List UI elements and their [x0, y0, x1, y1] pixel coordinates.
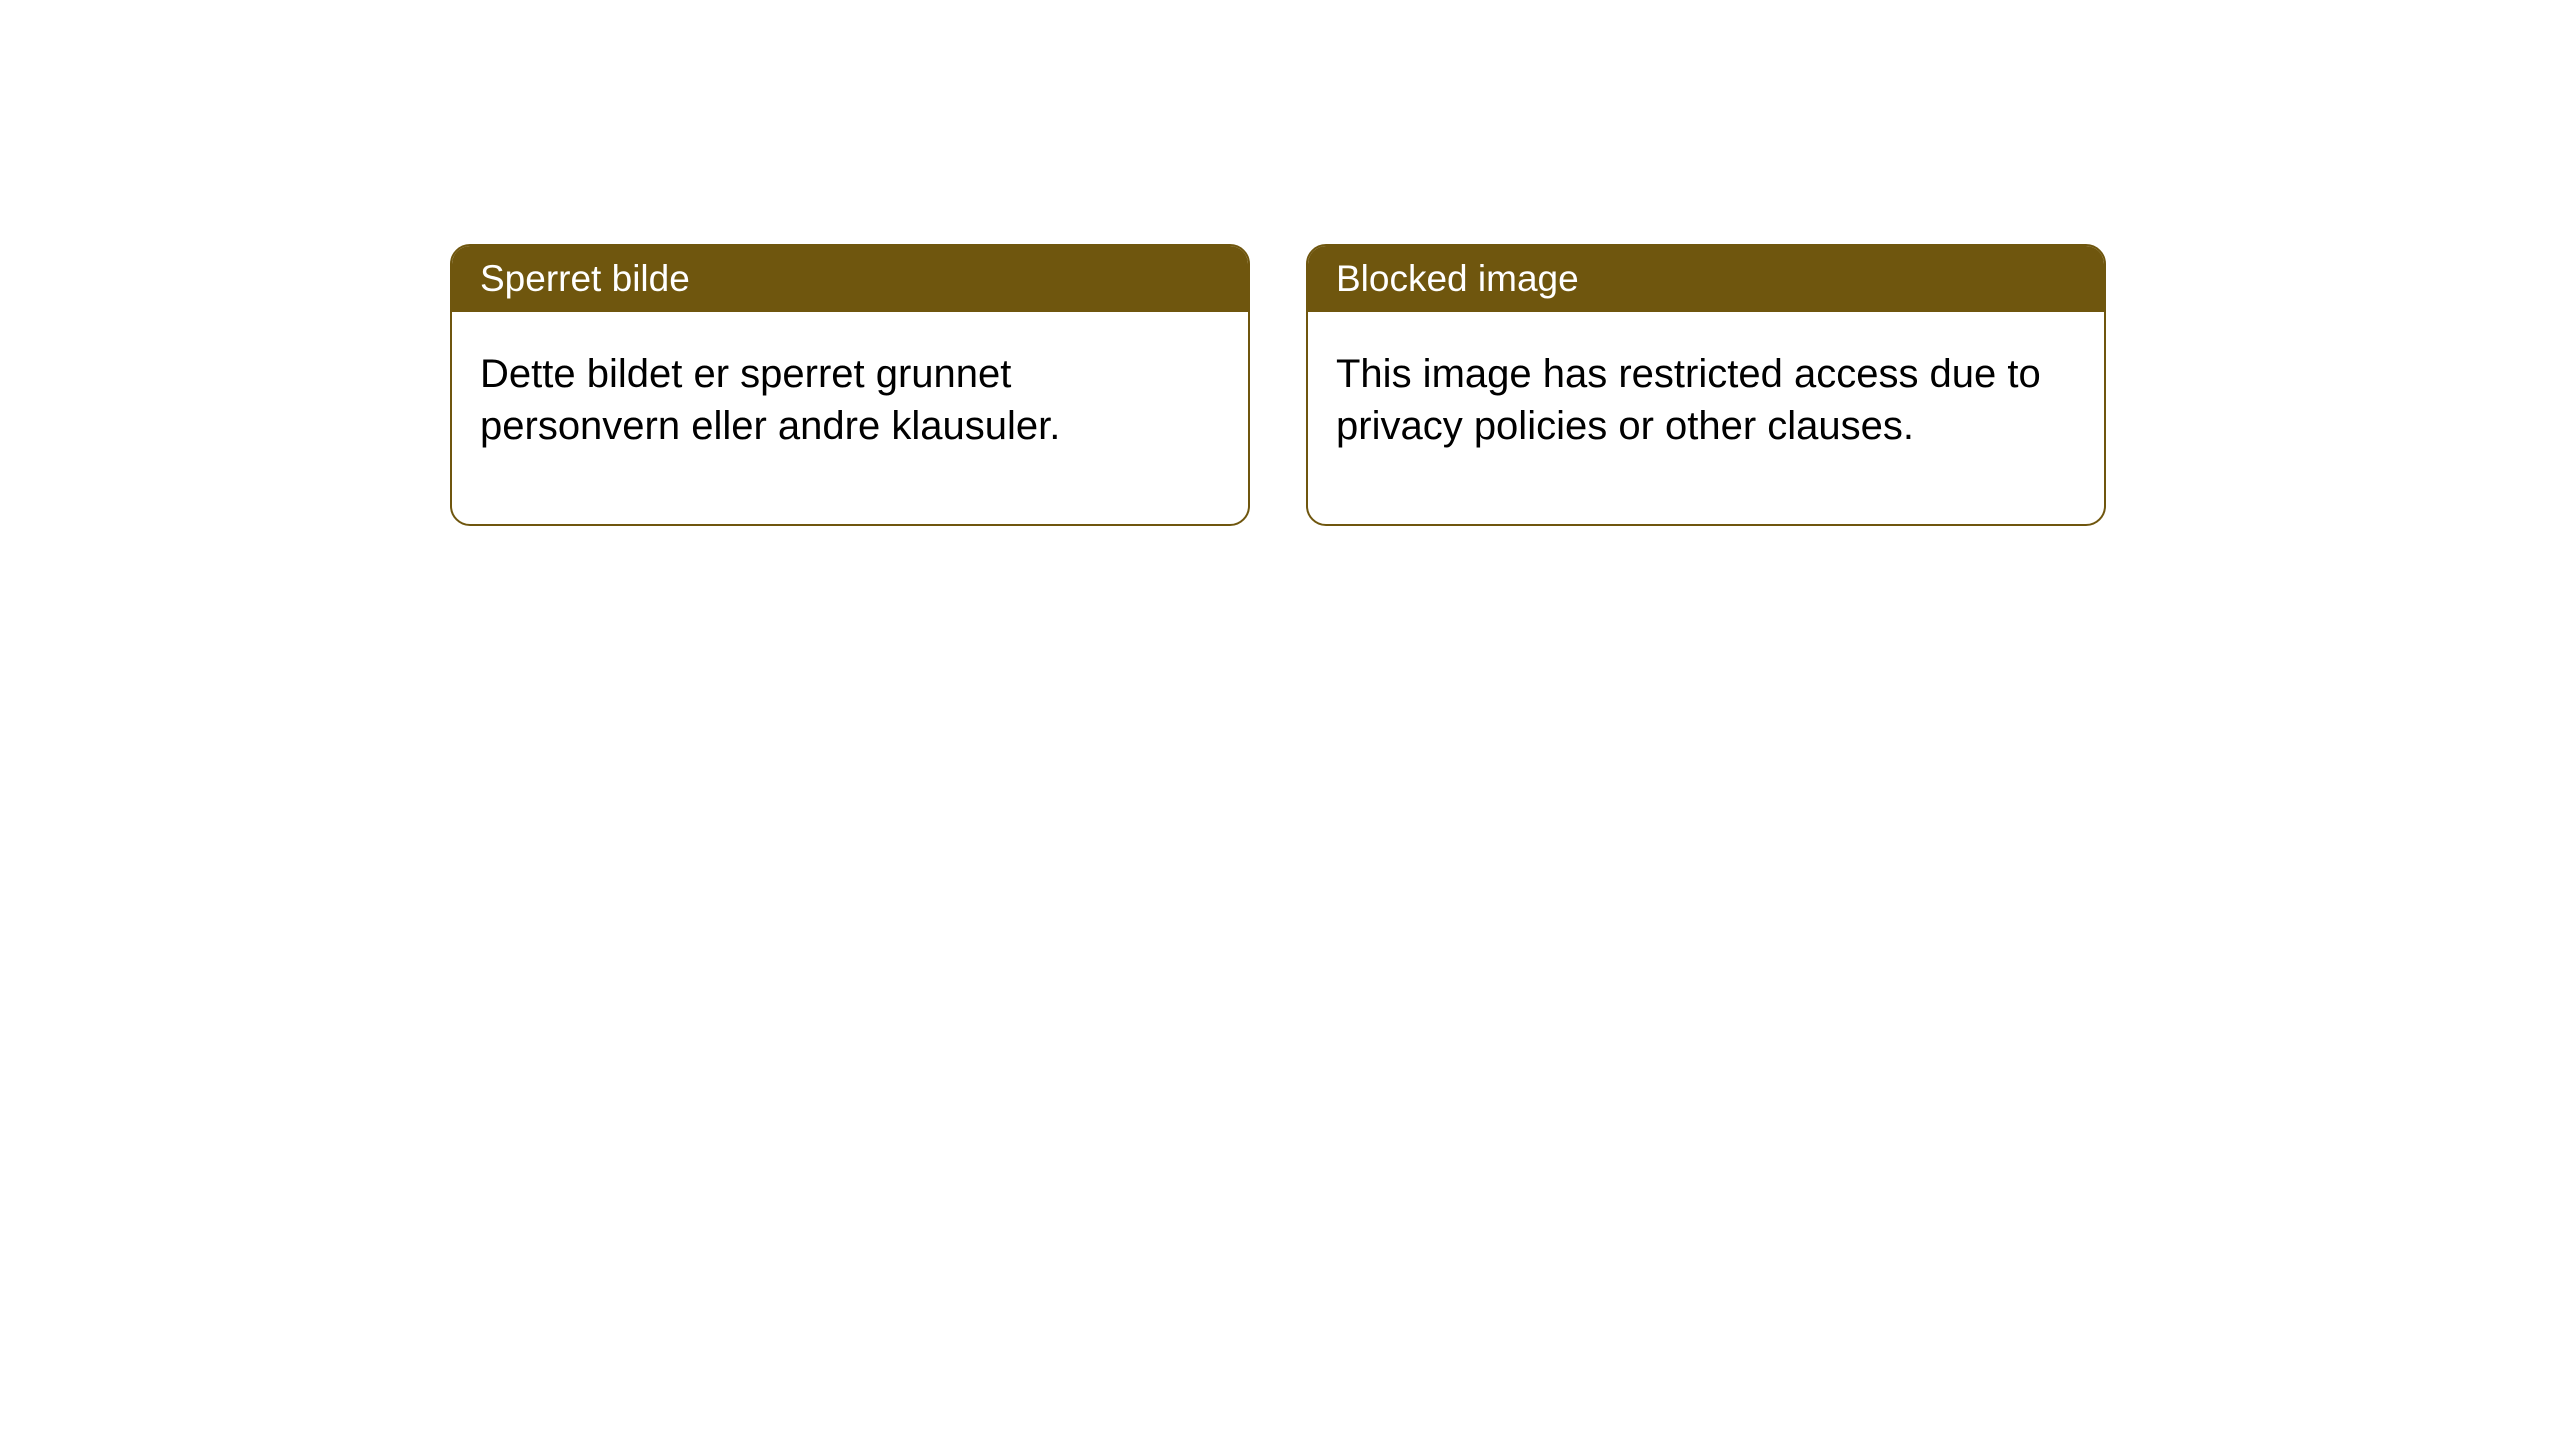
notice-body-text: Dette bildet er sperret grunnet personve… — [480, 352, 1060, 448]
notice-header: Blocked image — [1308, 246, 2104, 312]
notice-header-text: Blocked image — [1336, 258, 1579, 299]
notice-body-text: This image has restricted access due to … — [1336, 352, 2041, 448]
notice-body: Dette bildet er sperret grunnet personve… — [452, 312, 1248, 524]
notice-header-text: Sperret bilde — [480, 258, 690, 299]
notice-box-norwegian: Sperret bilde Dette bildet er sperret gr… — [450, 244, 1250, 526]
notice-body: This image has restricted access due to … — [1308, 312, 2104, 524]
notice-container: Sperret bilde Dette bildet er sperret gr… — [0, 0, 2560, 526]
notice-box-english: Blocked image This image has restricted … — [1306, 244, 2106, 526]
notice-header: Sperret bilde — [452, 246, 1248, 312]
